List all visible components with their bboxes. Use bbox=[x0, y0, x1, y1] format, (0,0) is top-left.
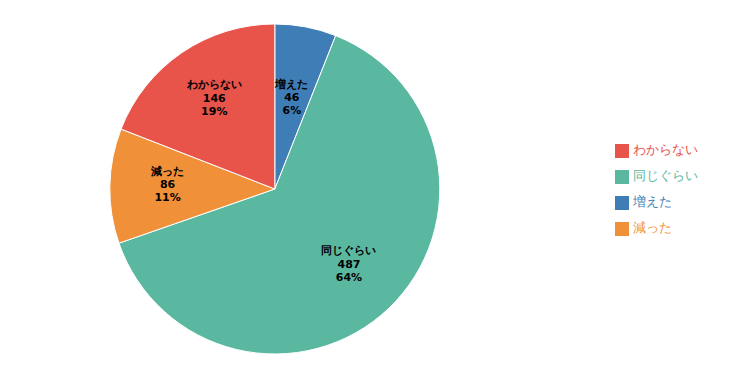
html-text:増えた: 増えた bbox=[633, 194, 672, 209]
svg-text:同じぐらい48764%: 同じぐらい48764% bbox=[321, 244, 376, 283]
svg-text:増えた466%: 増えた466% bbox=[274, 78, 308, 117]
html-text:減った: 減った bbox=[633, 220, 672, 235]
svg-text:わからない14619%: わからない14619% bbox=[186, 78, 242, 117]
svg-text:減った8611%: 減った8611% bbox=[150, 165, 184, 204]
html-text:同じぐらい: 同じぐらい bbox=[633, 168, 698, 183]
html-text:わからない: わからない bbox=[633, 142, 698, 157]
